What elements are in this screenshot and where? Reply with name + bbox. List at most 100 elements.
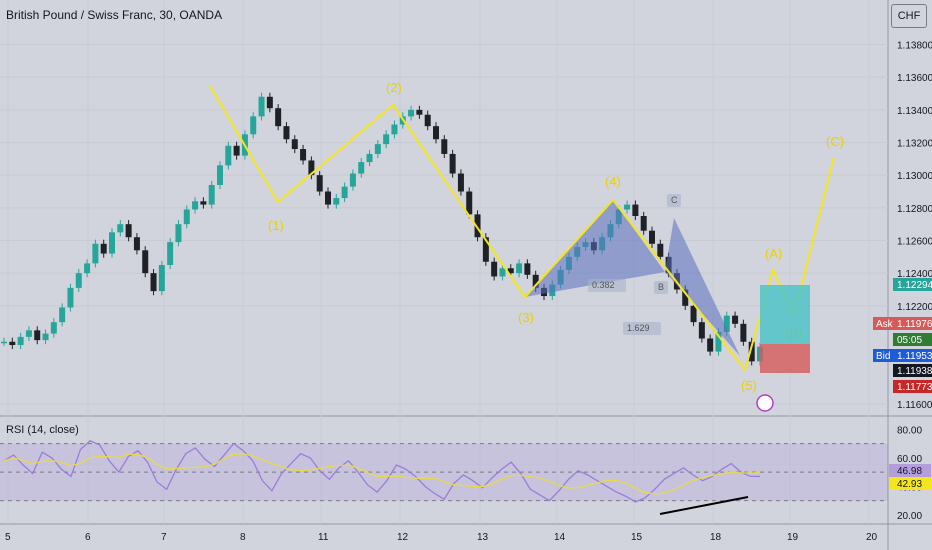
- price-tick-label: 1.11600: [897, 400, 932, 411]
- price-tick-label: 1.12800: [897, 204, 932, 215]
- candle-body: [624, 204, 631, 210]
- candle-body: [532, 274, 539, 288]
- price-axis: 1.13800 1.13600 1.13400 1.13200 1.13000 1.128…: [897, 41, 932, 411]
- candle-body: [474, 214, 481, 238]
- stop-zone: [760, 344, 810, 373]
- wave-label: (A): [765, 246, 782, 261]
- harmonic-label-box: [667, 194, 681, 207]
- price-tag-box: [893, 278, 932, 291]
- candle-body: [358, 162, 365, 174]
- time-tick-label: 15: [631, 532, 643, 543]
- candle-body: [424, 114, 431, 127]
- profit-zone: [760, 285, 810, 344]
- time-tick-label: 20: [866, 532, 878, 543]
- candle-body: [499, 268, 506, 277]
- time-tick-label: 5: [5, 532, 11, 543]
- rsi-tick-label: 60.00: [897, 454, 922, 465]
- candle-body: [640, 216, 647, 231]
- price-tag-value: 1.11953: [897, 351, 932, 362]
- price-tick-label: 1.13200: [897, 139, 932, 150]
- currency-button[interactable]: CHF: [891, 4, 927, 28]
- price-tag-value: 1.11938: [897, 366, 932, 377]
- candle-body: [34, 330, 41, 341]
- wave-label: (5): [741, 378, 757, 393]
- candle-body: [732, 315, 739, 324]
- wave-label: (3): [518, 310, 534, 325]
- time-tick-label: 18: [710, 532, 722, 543]
- candle-body: [133, 237, 140, 251]
- candle-body: [1, 341, 7, 344]
- candle-body: [208, 184, 215, 205]
- time-tick-label: 6: [85, 532, 91, 543]
- price-tag-side-label: [873, 349, 893, 362]
- candle-body: [316, 175, 323, 192]
- candle-body: [507, 268, 514, 274]
- rsi-line: [3, 440, 761, 503]
- price-tag-side-label: [873, 317, 893, 330]
- harmonic-label-box: [588, 279, 626, 292]
- price-tags: 1.12294 Ask 1.11976 05:05 Bid 1.11953 1.11938 1…: [873, 278, 932, 393]
- time-tick-label: 14: [554, 532, 566, 543]
- candle-body: [374, 144, 381, 154]
- candle-body: [158, 265, 165, 292]
- candle-body: [17, 336, 24, 346]
- candle-body: [682, 289, 689, 306]
- price-tag-box: [893, 349, 932, 362]
- candle-body: [75, 273, 82, 288]
- candle-body: [308, 160, 315, 176]
- candle-body: [67, 287, 74, 308]
- candle-body: [449, 153, 456, 174]
- harmonic-label: B: [658, 282, 664, 292]
- candle-body: [690, 305, 697, 323]
- candle-body: [25, 330, 32, 337]
- candle-body: [657, 243, 664, 257]
- candle-body: [100, 243, 107, 254]
- time-tick-label: 11: [318, 532, 329, 543]
- price-tag-value: 1.11976: [897, 319, 932, 330]
- candle-body: [325, 191, 331, 205]
- price-tick-label: 1.13600: [897, 73, 932, 84]
- harmonic-triangle-bcd: [665, 218, 740, 356]
- rsi-value-tag: [889, 477, 931, 490]
- harmonic-label: 1.629: [627, 323, 650, 333]
- candle-body: [217, 165, 223, 185]
- price-tag-value: 1.12294: [897, 280, 932, 291]
- candle-body: [524, 263, 531, 275]
- rsi-divergence-line: [659, 496, 749, 515]
- candle-body: [457, 173, 464, 192]
- candle-body: [715, 331, 722, 352]
- candle-body: [150, 273, 157, 292]
- candle-body: [42, 333, 49, 341]
- candle-body: [300, 149, 307, 161]
- candle-body: [341, 186, 348, 199]
- time-axis: 5 6 7 8 11 12 13 14 15 18 19 20: [5, 532, 878, 543]
- harmonic-triangle-xab: [525, 200, 665, 297]
- candle-body: [333, 198, 340, 205]
- candle-body: [183, 209, 190, 225]
- wave-label: (4): [605, 174, 621, 189]
- candle-body: [516, 263, 523, 274]
- harmonic-label-box: [654, 281, 668, 294]
- candle-body: [9, 341, 16, 346]
- harmonic-label: C: [671, 195, 678, 205]
- candle-body: [291, 139, 298, 150]
- price-tick-label: 1.12200: [897, 302, 932, 313]
- candle-body: [258, 96, 265, 117]
- candle-body: [233, 145, 240, 156]
- price-tick-label: 1.13000: [897, 171, 932, 182]
- price-tag-box: [893, 380, 932, 393]
- candle-body: [482, 237, 489, 262]
- alert-icon: [756, 394, 774, 412]
- candle-body: [408, 109, 415, 117]
- candle-body: [433, 126, 439, 140]
- candle-body: [266, 96, 273, 109]
- price-tick-label: 1.12600: [897, 237, 932, 248]
- candle-body: [142, 250, 149, 274]
- time-tick-label: 12: [397, 532, 409, 543]
- candle-body: [109, 232, 115, 254]
- candle-body: [366, 153, 373, 163]
- candle-body: [632, 204, 639, 216]
- time-tick-label: 8: [240, 532, 246, 543]
